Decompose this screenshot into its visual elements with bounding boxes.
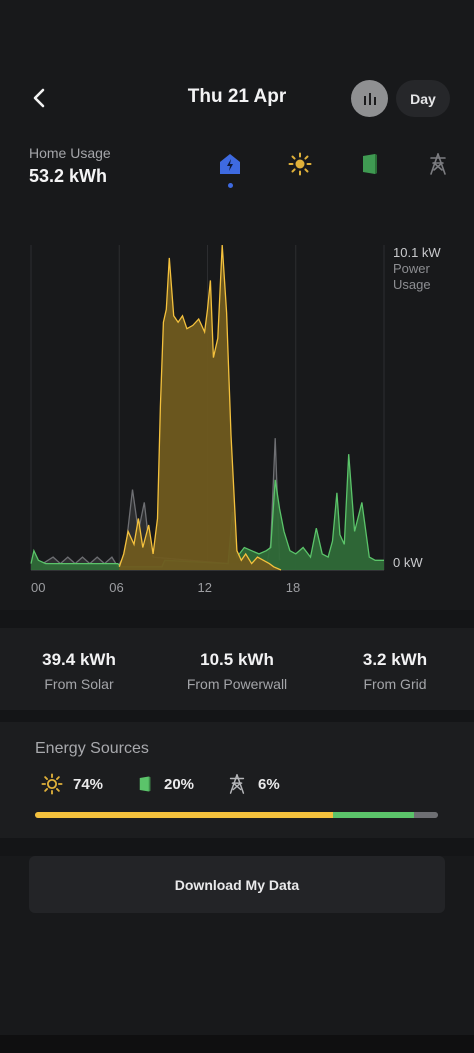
period-day-button[interactable]: Day [396, 80, 450, 117]
solar-line [118, 244, 282, 571]
section-divider [0, 610, 474, 628]
power-usage-chart[interactable]: 10.1 kW Power Usage 0 kW 00 06 12 18 [0, 230, 474, 610]
y-title-line2: Usage [393, 277, 431, 292]
x-tick-label: 06 [109, 580, 123, 595]
tab-solar[interactable] [286, 150, 314, 178]
download-data-button[interactable]: Download My Data [29, 856, 445, 913]
powerwall-icon [139, 776, 151, 792]
active-tab-indicator [228, 183, 233, 188]
total-powerwall-value: 10.5 kWh [200, 650, 274, 669]
y-title-line1: Power [393, 261, 431, 276]
solar-share: 74% [41, 772, 103, 796]
grid-segment [413, 812, 438, 818]
total-powerwall-label: From Powerwall [186, 676, 288, 692]
grid-tower-icon [430, 153, 446, 175]
grid-share: 6% [226, 772, 280, 796]
chart-view-button[interactable] [351, 80, 388, 117]
back-chevron-icon[interactable] [28, 86, 52, 110]
bar-chart-icon [363, 92, 376, 105]
sun-icon [288, 152, 312, 176]
powerwall-icon [363, 154, 377, 174]
section-divider [0, 710, 474, 722]
energy-sources-bar [35, 812, 438, 818]
section-divider [0, 838, 474, 856]
energy-totals: 39.4 kWh From Solar 10.5 kWh From Powerw… [0, 628, 474, 710]
energy-sources-card: Energy Sources 74% 20% 6% [0, 722, 474, 838]
powerwall-segment [333, 812, 414, 818]
usage-label: Home Usage [29, 145, 111, 161]
total-solar-value: 39.4 kWh [42, 650, 116, 669]
powerwall-share: 20% [136, 772, 194, 796]
total-grid: 3.2 kWh From Grid [320, 650, 470, 692]
sun-icon [41, 773, 63, 795]
home-indicator-bar [0, 1035, 474, 1053]
total-solar: 39.4 kWh From Solar [4, 650, 154, 692]
y-max-label: 10.1 kW [393, 245, 441, 260]
header: Thu 21 Apr Day [0, 78, 474, 118]
total-grid-label: From Grid [363, 676, 427, 692]
total-powerwall: 10.5 kWh From Powerwall [162, 650, 312, 692]
tab-grid[interactable] [424, 150, 452, 178]
powerwall-percent: 20% [164, 775, 195, 793]
solar-percent: 74% [73, 775, 104, 793]
grid-tower-icon [229, 774, 245, 794]
x-tick-label: 00 [31, 580, 45, 595]
tab-home[interactable] [216, 150, 244, 178]
solar-area [119, 245, 282, 570]
solar-segment [35, 812, 334, 818]
usage-value: 53.2 kWh [29, 166, 108, 186]
tab-powerwall[interactable] [356, 150, 384, 178]
page-title: Thu 21 Apr [187, 86, 287, 107]
energy-sources-title: Energy Sources [35, 740, 149, 757]
total-grid-value: 3.2 kWh [362, 650, 428, 669]
y-min-label: 0 kW [393, 555, 423, 570]
chart-svg: 10.1 kW Power Usage 0 kW 00 06 12 18 [30, 244, 441, 595]
home-icon [220, 154, 240, 174]
grid-percent: 6% [258, 775, 280, 793]
x-tick-label: 18 [286, 580, 300, 595]
x-tick-label: 12 [198, 580, 212, 595]
total-solar-label: From Solar [44, 676, 114, 692]
